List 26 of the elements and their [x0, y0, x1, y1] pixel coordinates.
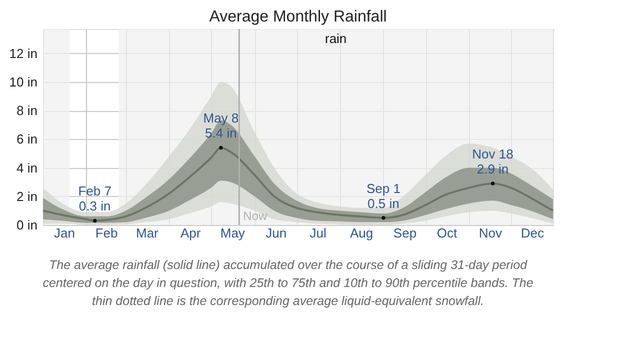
- annotation: Sep 1 0.5 in: [366, 180, 400, 211]
- x-tick-label: Sep: [393, 226, 417, 240]
- x-tick-label: Jun: [266, 226, 287, 240]
- y-tick-label: 2 in: [16, 188, 38, 204]
- chart-title: Average Monthly Rainfall: [209, 8, 387, 26]
- x-tick-label: Mar: [136, 226, 160, 240]
- y-tick-label: 12 in: [9, 46, 38, 61]
- x-tick-label: Oct: [436, 226, 458, 240]
- x-tick-label: Jan: [54, 226, 75, 240]
- y-tick-label: 10 in: [9, 74, 38, 90]
- y-tick-label: 8 in: [16, 103, 38, 118]
- line-series: [42, 146, 554, 223]
- band-label: rain: [324, 31, 347, 46]
- ref-line-label: Now: [243, 209, 268, 223]
- text: The average rainfall (solid line) accumulated over the course of a sliding 31-day period centered on the day in question, with 25th to 75th and 10th to 90th percentile bands. The thin dotted line is the corresponding average liquid-equivalent snowfall.: [42, 258, 534, 308]
- x-tick-label: Dec: [520, 226, 545, 240]
- x-tick-label: Nov: [478, 226, 503, 240]
- y-tick-label: 4 in: [16, 160, 38, 176]
- y-tick-label: 0 in: [16, 218, 38, 232]
- x-tick-label: Apr: [180, 226, 202, 240]
- annotation: Feb 7 0.3 in: [78, 184, 112, 214]
- x-tick-label: Aug: [350, 226, 374, 240]
- x-tick-label: Feb: [95, 226, 118, 240]
- x-tick-label: Jul: [310, 226, 327, 240]
- y-tick-label: 6 in: [16, 132, 38, 147]
- x-tick-label: May: [220, 226, 246, 240]
